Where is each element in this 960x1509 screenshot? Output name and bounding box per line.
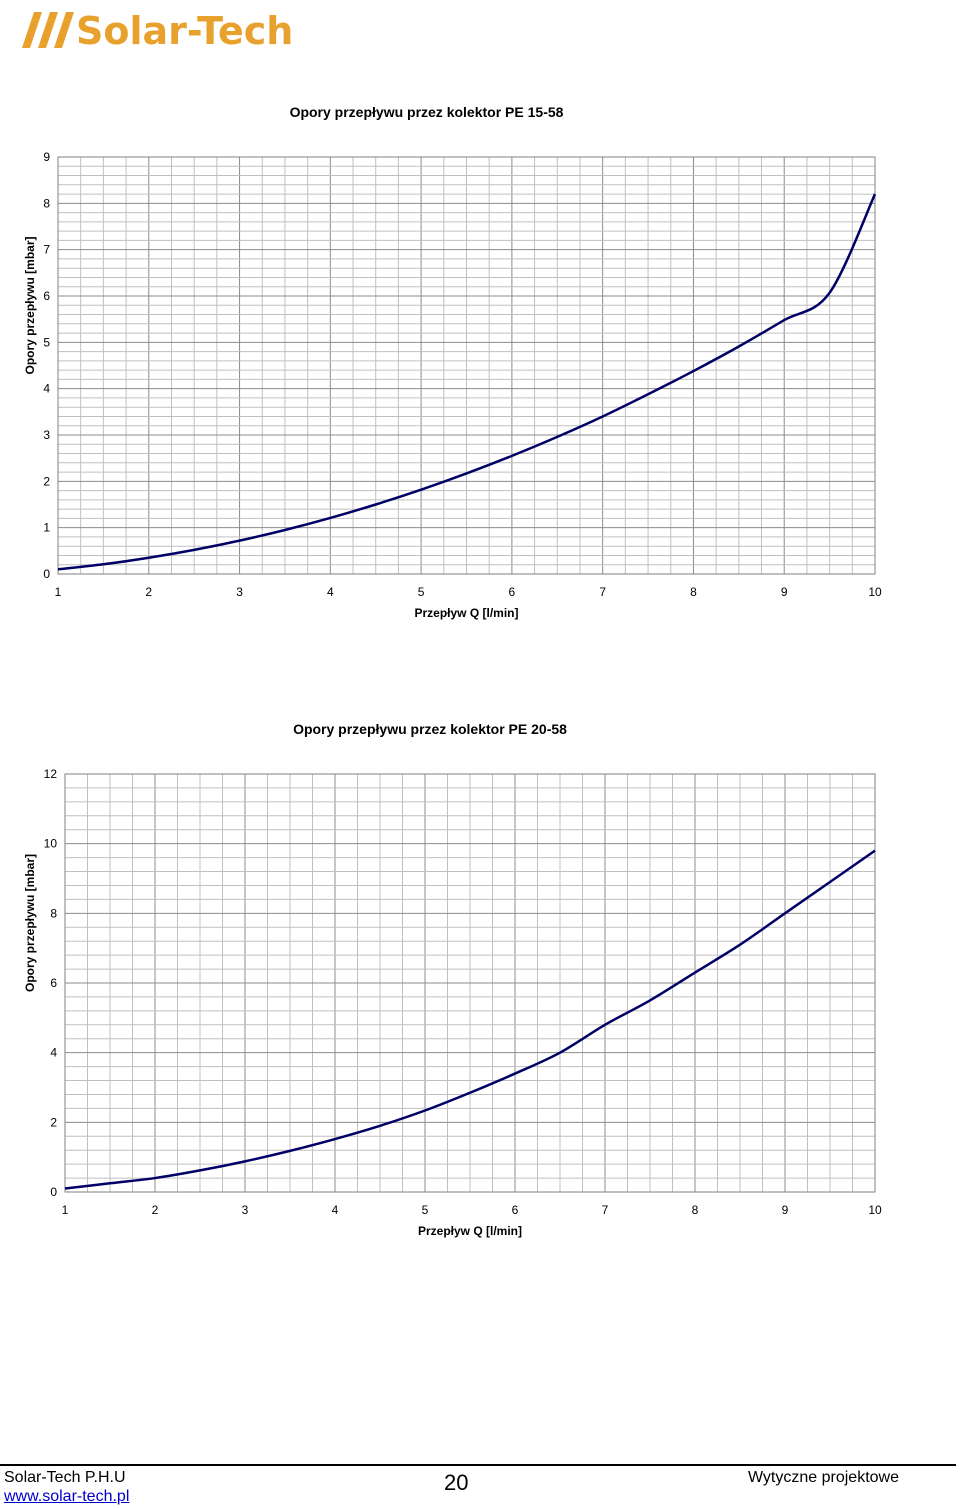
footer-doc-title: Wytyczne projektowe <box>747 1469 899 1486</box>
chart1-ytick-label-2: 2 <box>43 474 50 488</box>
chart1-ytick-label-6: 6 <box>43 289 50 303</box>
chart1-xlabel: Przepływ Q [l/min] <box>414 606 518 620</box>
chart1-xtick-label-8: 9 <box>781 585 788 599</box>
chart2-ytick-label-4: 8 <box>50 906 57 920</box>
chart2-ytick-label-0: 0 <box>50 1185 57 1199</box>
chart2-ytick-label-6: 12 <box>44 767 58 781</box>
chart2-ytick-label-3: 6 <box>50 976 57 990</box>
page-number: 20 <box>444 1470 469 1495</box>
chart2-xtick-label-1: 2 <box>152 1203 159 1217</box>
chart2-ytick-label-2: 4 <box>50 1046 57 1060</box>
chart1-ytick-label-0: 0 <box>43 567 50 581</box>
chart2-xtick-label-2: 3 <box>242 1203 249 1217</box>
chart1-xtick-label-3: 4 <box>327 585 334 599</box>
chart1-ytick-label-4: 4 <box>43 382 50 396</box>
chart1-ytick-label-9: 9 <box>43 150 50 164</box>
chart2-xtick-label-4: 5 <box>422 1203 429 1217</box>
logo-text: Solar-Tech <box>76 9 293 52</box>
chart2-ytick-label-5: 10 <box>44 837 58 851</box>
chart1-xtick-label-7: 8 <box>690 585 697 599</box>
chart2-xtick-label-8: 9 <box>782 1203 789 1217</box>
chart1-ytick-label-1: 1 <box>43 521 50 535</box>
chart1-ytick-label-3: 3 <box>43 428 50 442</box>
page-footer: Solar-Tech P.H.U www.solar-tech.pl 20 Wy… <box>0 1460 960 1509</box>
chart2-series-line-0 <box>64 849 876 1190</box>
chart2-xlabel: Przepływ Q [l/min] <box>418 1224 522 1238</box>
solar-tech-logo: Solar-Tech <box>22 9 293 52</box>
chart2-ytick-label-1: 2 <box>50 1115 57 1129</box>
chart1-xtick-label-6: 7 <box>599 585 606 599</box>
chart2-xtick-label-5: 6 <box>512 1203 519 1217</box>
chart1-gridlines <box>57 156 876 575</box>
footer-website-link[interactable]: www.solar-tech.pl <box>4 1488 130 1505</box>
chart1-svg: Opory przepływu przez kolektor PE 15-58 0… <box>23 104 882 620</box>
chart2-ylabel: Opory przepływu [mbar] <box>23 854 37 992</box>
chart1-xtick-label-5: 6 <box>509 585 516 599</box>
chart-pe-20-58: Opory przepływu przez kolektor PE 20-58 0… <box>0 712 960 1257</box>
chart1-plot-area <box>57 156 876 575</box>
chart1-series-line-0 <box>57 193 877 571</box>
chart2-gridlines <box>64 773 876 1193</box>
footer-divider <box>0 1464 956 1466</box>
chart-pe-15-58: Opory przepływu przez kolektor PE 15-58 0… <box>0 95 960 640</box>
chart2-title: Opory przepływu przez kolektor PE 20-58 <box>293 721 567 737</box>
chart2-xtick-label-3: 4 <box>332 1203 339 1217</box>
chart1-title: Opory przepływu przez kolektor PE 15-58 <box>290 104 564 120</box>
logo-stripes-icon <box>22 12 74 48</box>
chart1-ytick-label-7: 7 <box>43 243 50 257</box>
chart2-xtick-label-9: 10 <box>868 1203 882 1217</box>
chart1-xtick-label-4: 5 <box>418 585 425 599</box>
chart1-xtick-label-0: 1 <box>55 585 62 599</box>
chart2-xtick-label-6: 7 <box>602 1203 609 1217</box>
footer-company: Solar-Tech P.H.U <box>4 1469 126 1486</box>
chart1-ytick-label-8: 8 <box>43 196 50 210</box>
chart1-xtick-label-2: 3 <box>236 585 243 599</box>
chart1-ylabel: Opory przepływu [mbar] <box>23 236 37 374</box>
chart2-xtick-label-7: 8 <box>692 1203 699 1217</box>
chart2-plot-area <box>64 773 876 1193</box>
chart2-svg: Opory przepływu przez kolektor PE 20-58 0… <box>23 721 882 1238</box>
chart1-ytick-label-5: 5 <box>43 335 50 349</box>
chart1-xtick-label-1: 2 <box>145 585 152 599</box>
chart2-xtick-label-0: 1 <box>62 1203 69 1217</box>
chart1-xtick-label-9: 10 <box>868 585 882 599</box>
